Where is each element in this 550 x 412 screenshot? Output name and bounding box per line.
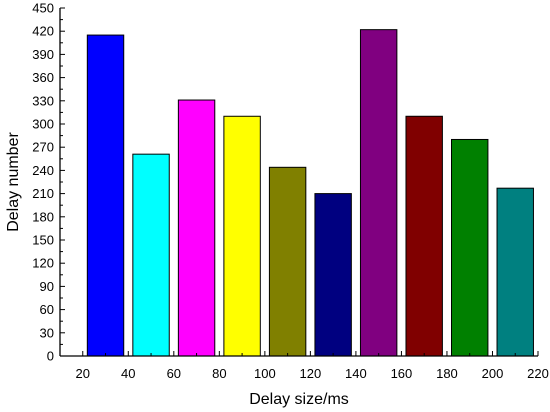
bar-4: [223, 115, 261, 357]
bar-8: [405, 115, 443, 357]
y-tick-label: 120: [32, 256, 54, 271]
bar-6: [314, 193, 352, 357]
y-tick-label: 150: [32, 233, 54, 248]
y-tick-layer: 0 30 60 90 120 150 180 210 240 270 300 330 360 390 420…: [32, 1, 65, 364]
x-tick-label: 120: [300, 366, 322, 381]
bars-layer: [86, 29, 534, 357]
y-tick-label: 390: [32, 47, 54, 62]
y-tick-label: 450: [32, 1, 54, 16]
bar-2: [132, 153, 170, 357]
y-axis-title: Delay number: [5, 132, 22, 232]
x-tick-layer: 20 40 60 80 100 120 140 160 180 200 220: [59, 351, 549, 381]
x-tick-label: 140: [345, 366, 367, 381]
y-tick-label: 270: [32, 140, 54, 155]
y-tick-label: 420: [32, 24, 54, 39]
x-tick-label: 100: [254, 366, 276, 381]
x-tick-label: 40: [121, 366, 135, 381]
y-tick-label: 330: [32, 93, 54, 108]
bar-7: [359, 29, 398, 357]
y-tick-label: 360: [32, 70, 54, 85]
x-tick-label: 220: [527, 366, 549, 381]
x-tick-label: 180: [436, 366, 458, 381]
y-tick-label: 210: [32, 186, 54, 201]
y-tick-label: 180: [32, 209, 54, 224]
x-tick-label: 60: [167, 366, 181, 381]
y-tick-label: 60: [40, 302, 54, 317]
bar-1: [86, 34, 125, 357]
x-tick-label: 160: [391, 366, 413, 381]
bar-10: [496, 187, 534, 357]
x-axis-title: Delay size/ms: [249, 391, 349, 408]
y-tick-label: 90: [40, 279, 54, 294]
y-tick-label: 300: [32, 117, 54, 132]
x-tick-label: 20: [76, 366, 90, 381]
x-tick-label: 200: [482, 366, 504, 381]
y-tick-label: 30: [40, 325, 54, 340]
x-tick-label: 80: [212, 366, 226, 381]
bar-9: [451, 138, 489, 357]
bar-3: [177, 99, 216, 357]
bar-5: [268, 166, 307, 357]
y-tick-label: 0: [47, 349, 54, 364]
y-tick-label: 240: [32, 163, 54, 178]
